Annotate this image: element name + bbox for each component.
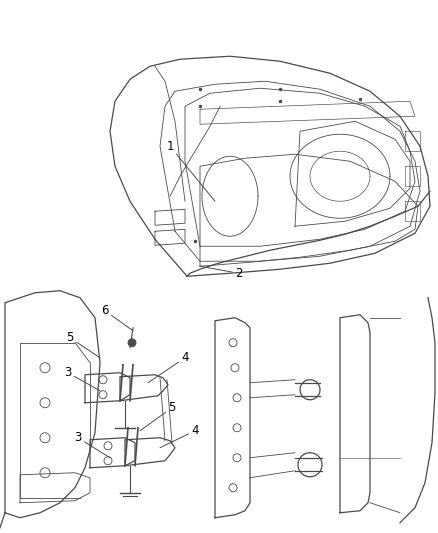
Text: 6: 6 [101, 304, 133, 331]
Text: 2: 2 [200, 266, 243, 280]
Text: 4: 4 [148, 351, 189, 383]
Text: 1: 1 [166, 140, 215, 201]
Circle shape [128, 339, 136, 347]
Text: 5: 5 [140, 401, 176, 431]
Text: 4: 4 [160, 424, 199, 448]
Text: 3: 3 [64, 366, 100, 391]
Text: 3: 3 [74, 431, 110, 458]
Text: 5: 5 [66, 331, 100, 358]
